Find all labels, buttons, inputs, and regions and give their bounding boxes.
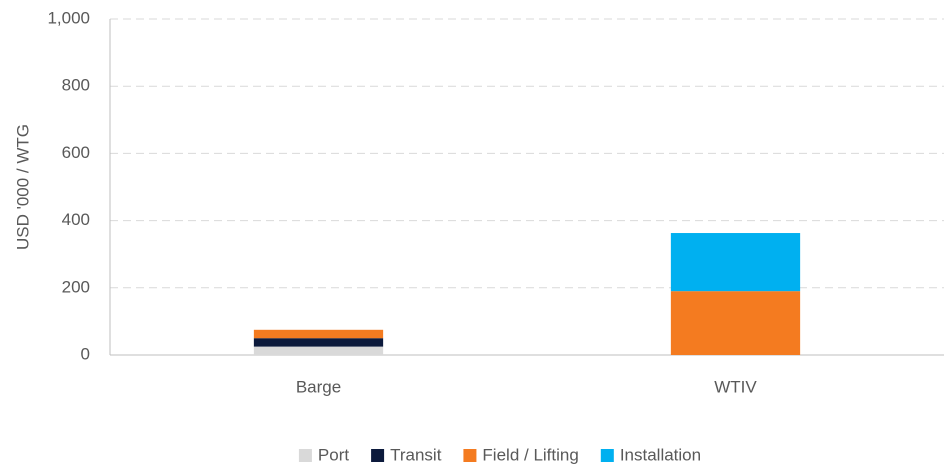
legend-label: Installation — [620, 445, 701, 464]
legend-swatch — [298, 449, 312, 462]
y-tick-label: 0 — [81, 344, 90, 363]
legend-label: Port — [318, 445, 349, 464]
legend-swatch — [463, 449, 477, 462]
legend-label: Field / Lifting — [482, 445, 578, 464]
x-tick-label: WTIV — [714, 377, 757, 396]
y-tick-label: 1,000 — [47, 8, 90, 27]
y-tick-label: 800 — [62, 76, 90, 95]
legend-swatch — [600, 449, 614, 462]
bar-segment — [253, 346, 384, 355]
y-tick-label: 400 — [62, 210, 90, 229]
y-tick-label: 200 — [62, 277, 90, 296]
bar-segment — [253, 338, 384, 347]
bar-segment — [670, 291, 801, 355]
bar-segment — [253, 329, 384, 339]
bar-segment — [670, 233, 801, 292]
y-axis-label: USD '000 / WTG — [13, 124, 32, 250]
legend-swatch — [371, 449, 385, 462]
legend-label: Transit — [390, 445, 442, 464]
x-tick-label: Barge — [296, 377, 341, 396]
y-tick-label: 600 — [62, 143, 90, 162]
